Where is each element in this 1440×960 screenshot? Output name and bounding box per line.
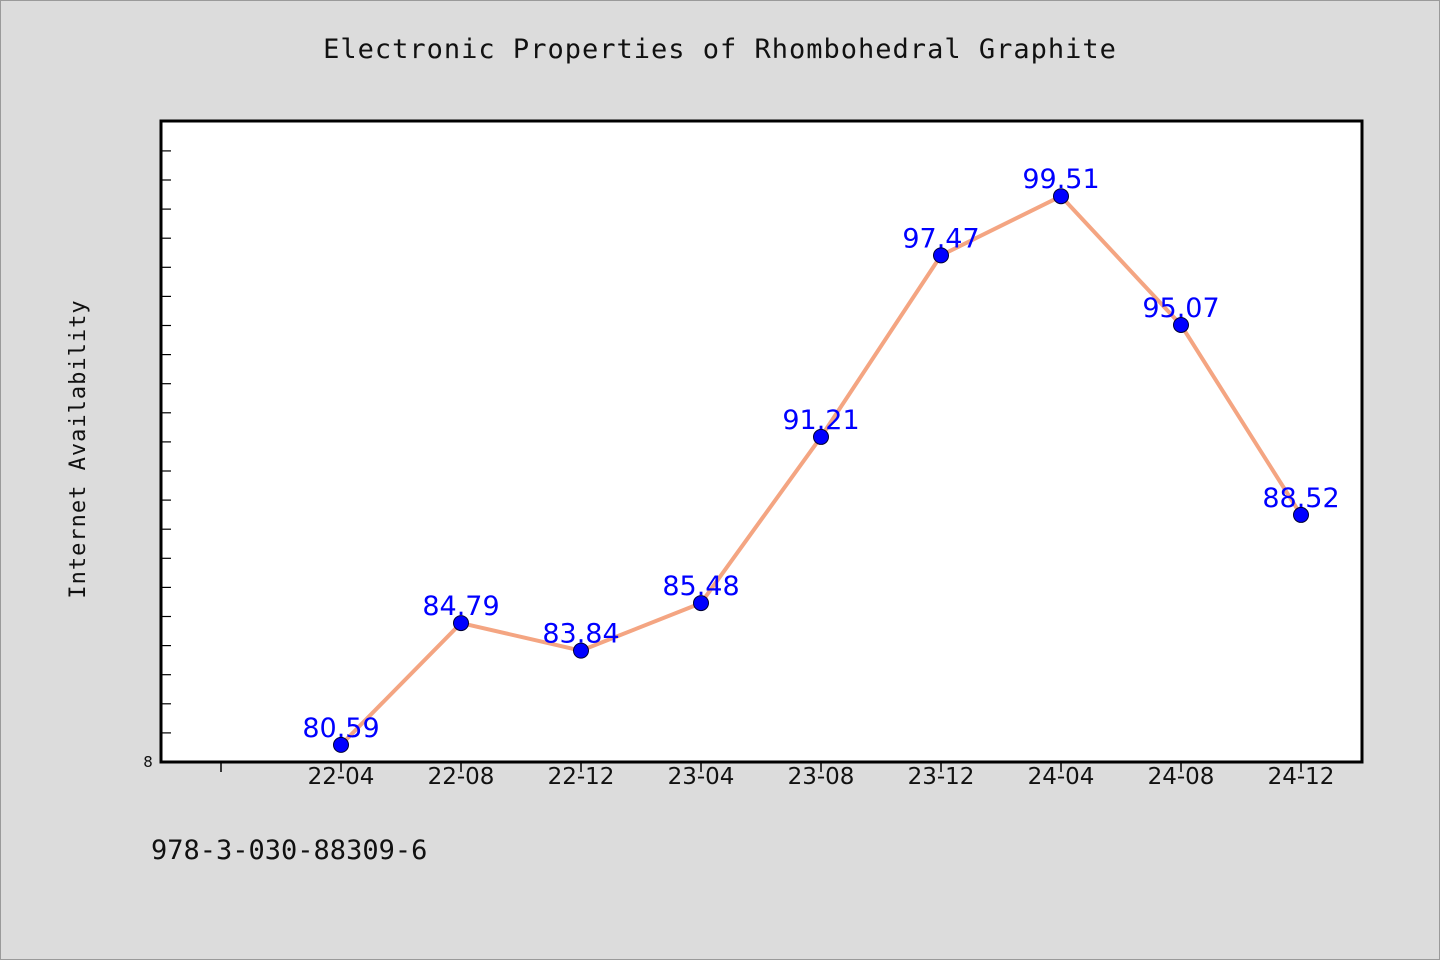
x-tick-label: 23-08 — [788, 764, 855, 790]
data-label: 91.21 — [782, 405, 859, 436]
x-tick-label: 24-08 — [1148, 764, 1215, 790]
x-tick-label: 23-12 — [908, 764, 975, 790]
x-tick-label: 22-08 — [428, 764, 495, 790]
y-axis-label: Internet Availability — [66, 299, 91, 598]
data-label: 85.48 — [662, 571, 739, 602]
data-label: 99.51 — [1022, 164, 1099, 195]
data-point — [1293, 506, 1309, 523]
x-tick-label: 23-04 — [668, 764, 735, 790]
data-label: 97.47 — [902, 223, 979, 254]
data-point — [1053, 188, 1069, 205]
x-tick-label: 22-12 — [548, 764, 615, 790]
data-point — [333, 736, 349, 753]
data-label: 80.59 — [302, 713, 379, 744]
chart-title: Electronic Properties of Rhombohedral Gr… — [323, 34, 1117, 65]
y-axis-ticks: 8 — [143, 150, 171, 771]
footer-note: 978-3-030-88309-6 — [151, 835, 428, 866]
data-label: 84.79 — [422, 591, 499, 622]
data-point — [813, 428, 829, 445]
plot-area — [159, 119, 1364, 764]
data-label: 83.84 — [542, 619, 619, 650]
data-label: 95.07 — [1142, 293, 1219, 324]
data-point — [573, 642, 589, 659]
x-tick-label: 24-04 — [1028, 764, 1095, 790]
y-tick-label: 8 — [143, 753, 153, 771]
x-axis-ticks: 22-04 22-08 22-12 23-04 23-08 23-12 24-04 24-08… — [220, 762, 1335, 790]
markers-group — [333, 188, 1309, 753]
data-point — [453, 615, 469, 632]
data-point — [933, 247, 949, 264]
data-labels-group: 80.59 84.79 83.84 85.48 91.21 97.47 99.51 95.07… — [302, 164, 1339, 744]
x-tick-label: 24-12 — [1268, 764, 1335, 790]
data-point — [1173, 316, 1189, 333]
data-label: 88.52 — [1262, 483, 1339, 514]
data-point — [693, 595, 709, 612]
x-tick-label: 22-04 — [308, 764, 375, 790]
